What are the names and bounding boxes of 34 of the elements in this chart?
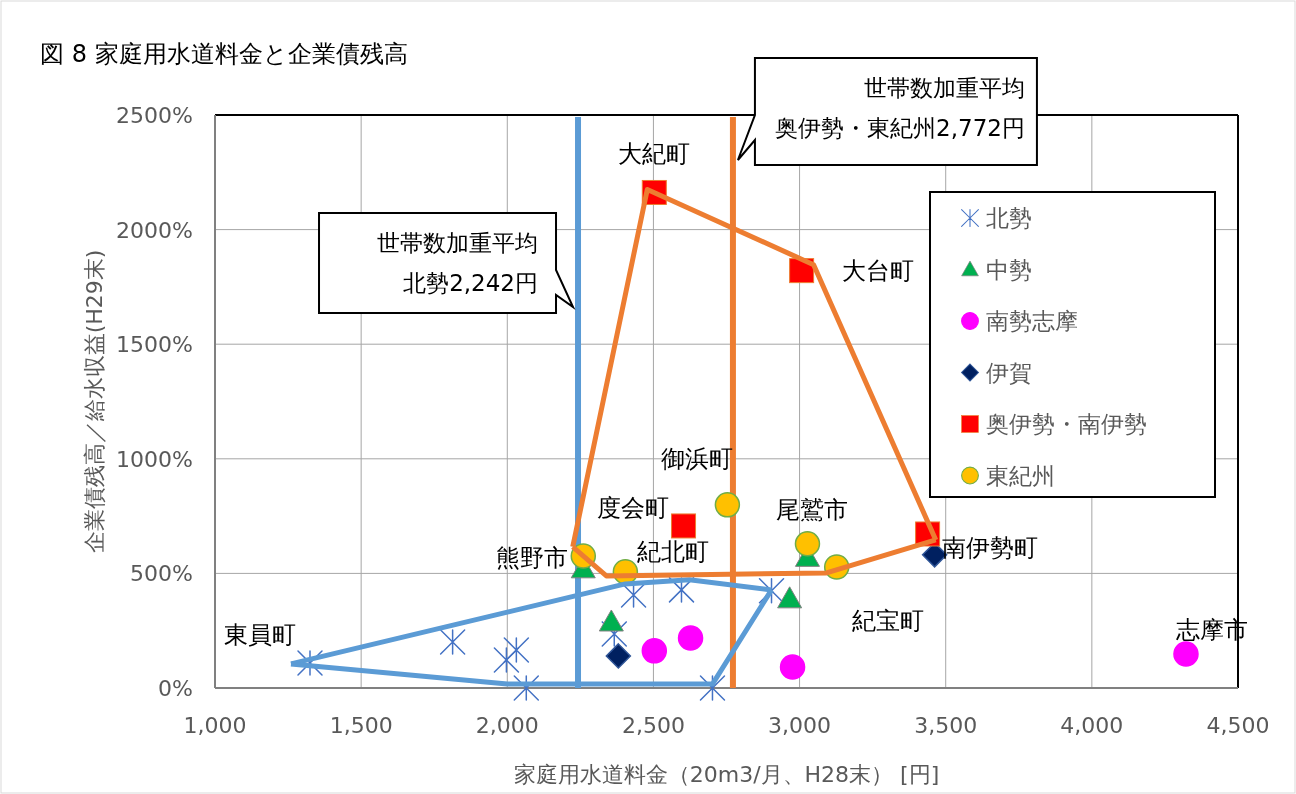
chart-title: 図 8 家庭用水道料金と企業債残高 <box>40 40 408 68</box>
ref-line-label: 世帯数加重平均奥伊勢・東紀州2,772円 <box>775 75 1025 141</box>
x-tick-label: 3,000 <box>768 713 832 738</box>
legend-label: 南勢志摩 <box>986 308 1078 334</box>
y-tick-label: 2000% <box>116 217 193 243</box>
y-tick-label: 500% <box>130 561 193 587</box>
y-tick-label: 0% <box>158 676 193 701</box>
annotation: 東員町 <box>223 621 296 650</box>
x-tick-label: 2,000 <box>475 713 539 738</box>
legend-label: 奥伊勢・南伊勢 <box>986 411 1147 437</box>
y-tick-label: 2500% <box>116 103 193 128</box>
annotation: 紀宝町 <box>851 606 924 635</box>
legend-label: 伊賀 <box>986 359 1032 386</box>
annotation: 大台町 <box>841 256 914 285</box>
x-tick-label: 1,500 <box>329 713 393 738</box>
annotation: 大紀町 <box>618 140 691 169</box>
x-tick-label: 1,000 <box>183 713 247 738</box>
legend-label: 北勢 <box>986 205 1032 231</box>
y-tick-label: 1000% <box>116 446 193 472</box>
y-tick-label: 1500% <box>116 332 193 358</box>
x-tick-label: 4,000 <box>1060 713 1124 738</box>
annotation: 尾鷲市 <box>776 495 849 524</box>
x-tick-label: 3,500 <box>914 713 978 738</box>
ref-line-label: 世帯数加重平均北勢2,242円 <box>377 230 539 296</box>
annotation: 度会町 <box>596 493 669 522</box>
annotation: 熊野市 <box>496 543 569 572</box>
legend-label: 東紀州 <box>986 462 1055 489</box>
y-axis-title: 企業債残高／給水収益(H29末) <box>82 249 107 554</box>
x-tick-label: 2,500 <box>621 713 685 738</box>
x-tick-label: 4,500 <box>1206 713 1270 738</box>
annotation: 紀北町 <box>637 537 710 566</box>
x-axis-title: 家庭用水道料金（20m3/月、H28末） [円] <box>513 762 940 787</box>
legend-label: 中勢 <box>986 256 1032 283</box>
annotation: 南伊勢町 <box>941 533 1038 562</box>
